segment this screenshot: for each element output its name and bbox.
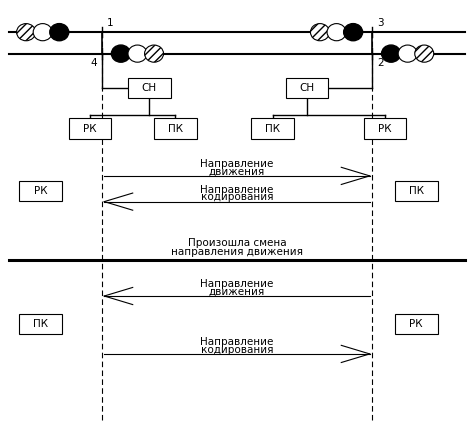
Circle shape [17, 24, 36, 41]
Text: Направление: Направление [201, 279, 273, 289]
Text: кодирования: кодирования [201, 344, 273, 355]
Bar [154, 118, 197, 139]
Text: движения: движения [209, 287, 265, 297]
Circle shape [398, 45, 417, 62]
Text: движения: движения [209, 166, 265, 177]
Text: РК: РК [378, 124, 392, 134]
Bar [395, 314, 438, 334]
Circle shape [415, 45, 434, 62]
Bar [128, 78, 171, 98]
Text: Направление: Направление [201, 337, 273, 347]
Text: РК: РК [34, 186, 47, 196]
Text: 1: 1 [107, 18, 113, 28]
Text: направления движения: направления движения [171, 247, 303, 257]
Text: ПК: ПК [33, 319, 48, 329]
Text: ПК: ПК [409, 186, 424, 196]
Text: 3: 3 [377, 18, 383, 28]
Text: Направление: Направление [201, 159, 273, 169]
Bar [286, 78, 328, 98]
Circle shape [344, 24, 363, 41]
Text: РК: РК [410, 319, 423, 329]
Bar [69, 118, 111, 139]
Circle shape [382, 45, 401, 62]
Bar [251, 118, 294, 139]
Bar [19, 181, 62, 201]
Circle shape [327, 24, 346, 41]
Text: Произошла смена: Произошла смена [188, 238, 286, 248]
Text: ПК: ПК [265, 124, 280, 134]
Circle shape [145, 45, 164, 62]
Circle shape [310, 24, 329, 41]
Text: 4: 4 [91, 58, 97, 68]
Circle shape [128, 45, 147, 62]
Circle shape [33, 24, 52, 41]
Bar [395, 181, 438, 201]
Text: Направление: Направление [201, 184, 273, 195]
Text: СН: СН [300, 83, 315, 93]
Text: ПК: ПК [168, 124, 183, 134]
Circle shape [111, 45, 130, 62]
Bar [364, 118, 406, 139]
Text: 2: 2 [377, 58, 383, 68]
Text: СН: СН [142, 83, 157, 93]
Text: кодирования: кодирования [201, 192, 273, 202]
Bar [19, 314, 62, 334]
Circle shape [50, 24, 69, 41]
Text: РК: РК [83, 124, 97, 134]
